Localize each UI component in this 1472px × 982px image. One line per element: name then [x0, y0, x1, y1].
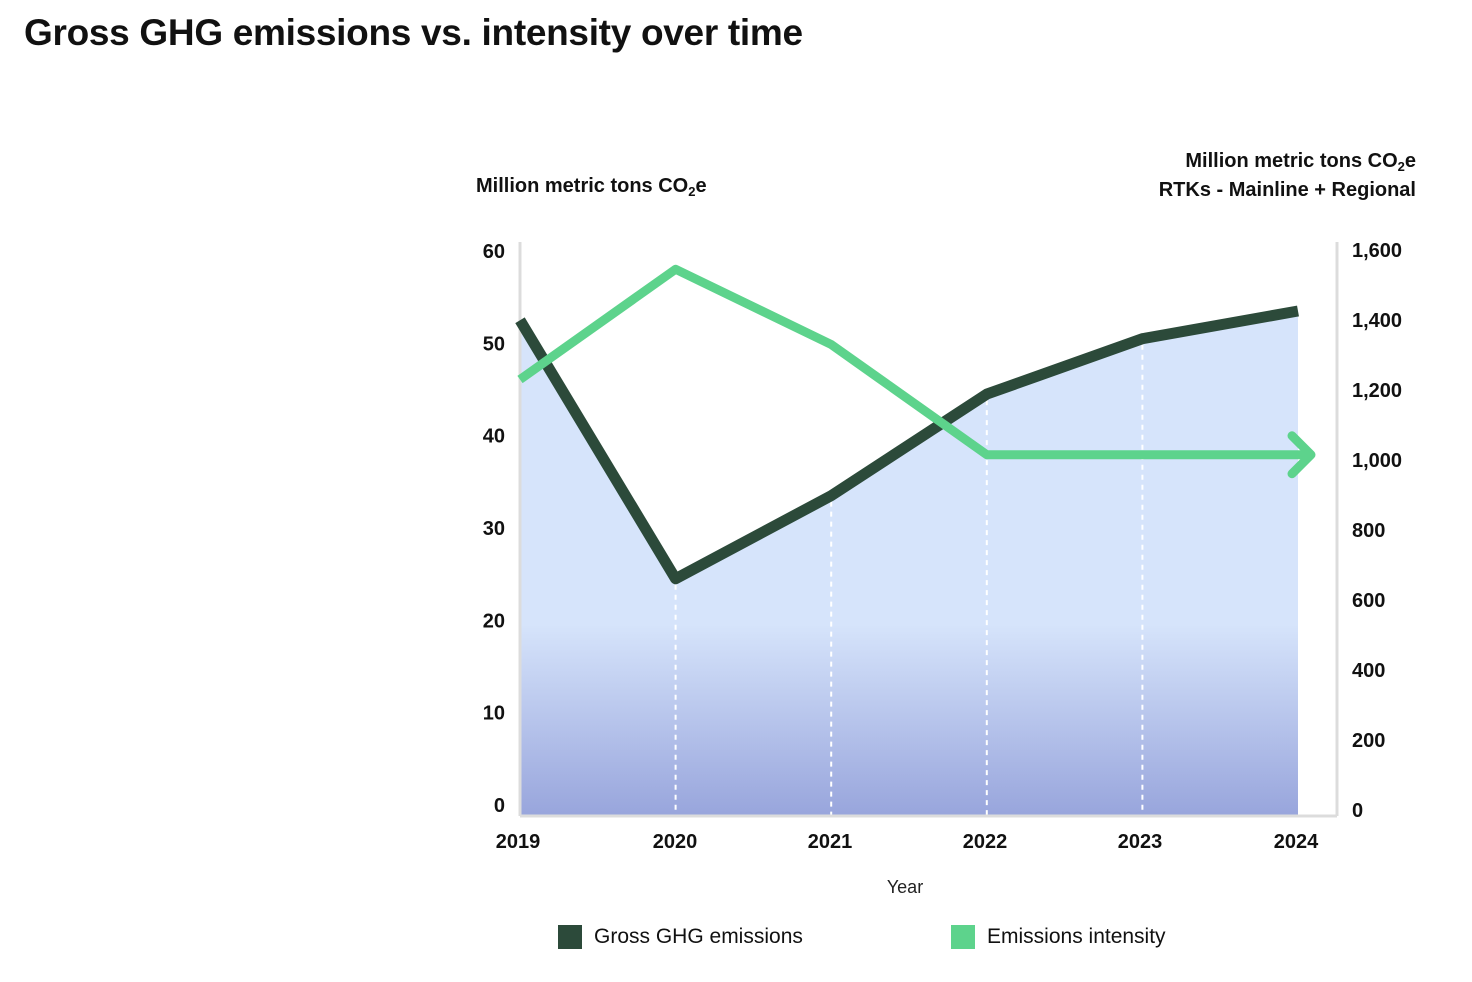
right-axis-title-line2: RTKs - Mainline + Regional [1158, 179, 1416, 201]
emissions-area [520, 311, 1298, 816]
y-left-tick-label: 20 [483, 610, 505, 632]
y-left-tick-label: 10 [483, 703, 505, 725]
left-axis-title-text: Million metric tons CO [476, 175, 689, 197]
right-axis-title-end: e [1404, 150, 1416, 172]
left-axis-title: Million metric tons CO2e [476, 172, 707, 201]
legend-swatch-intensity [951, 925, 975, 949]
series-line-intensity [517, 264, 1309, 460]
y-right-tick-label: 0 [1352, 800, 1363, 822]
right-axis-title-sub: 2 [1397, 159, 1405, 174]
y-right-tick-label: 1,400 [1352, 310, 1402, 332]
x-tick-label: 2020 [653, 831, 698, 853]
y-right-tick-label: 400 [1352, 660, 1385, 682]
left-axis-title-end: e [695, 175, 707, 197]
right-axis-title-text: Million metric tons CO [1185, 150, 1398, 172]
y-left-tick-label: 60 [483, 241, 505, 263]
legend-item-emissions-intensity: Emissions intensity [951, 925, 1166, 949]
legend-label-emissions: Gross GHG emissions [594, 925, 803, 948]
legend-swatch-emissions [558, 925, 582, 949]
legend-label-intensity: Emissions intensity [987, 925, 1166, 948]
x-tick-label: 2019 [496, 831, 541, 853]
right-axis-title: Million metric tons CO2e RTKs - Mainline… [1159, 147, 1416, 205]
left-axis-title-sub: 2 [688, 184, 696, 199]
y-left-tick-label: 40 [483, 426, 505, 448]
x-tick-label: 2024 [1274, 831, 1319, 853]
intensity-arrow-head [1287, 431, 1316, 479]
x-tick-label: 2023 [1118, 831, 1163, 853]
y-right-tick-label: 1,600 [1352, 240, 1402, 262]
y-right-tick-label: 200 [1352, 730, 1385, 752]
chart-title: Gross GHG emissions vs. intensity over t… [24, 12, 803, 53]
y-right-tick-label: 1,000 [1352, 450, 1402, 472]
y-left-tick-label: 30 [483, 518, 505, 540]
y-right-tick-label: 600 [1352, 590, 1385, 612]
x-axis-title: Year [887, 877, 923, 897]
y-left-tick-label: 50 [483, 333, 505, 355]
series-line-emissions [515, 305, 1299, 585]
y-right-tick-label: 1,200 [1352, 380, 1402, 402]
y-right-tick-label: 800 [1352, 520, 1385, 542]
legend-item-gross-ghg-emissions: Gross GHG emissions [558, 925, 803, 949]
x-tick-label: 2021 [808, 831, 853, 853]
right-axis-title-line1: Million metric tons CO2e [1159, 147, 1416, 176]
y-left-tick-label: 0 [494, 795, 505, 817]
x-tick-label: 2022 [963, 831, 1008, 853]
